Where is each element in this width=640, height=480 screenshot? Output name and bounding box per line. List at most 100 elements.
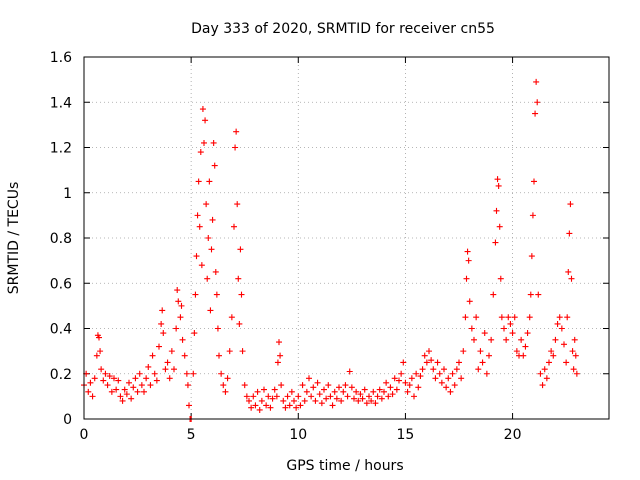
data-point xyxy=(158,320,165,327)
data-point xyxy=(256,406,263,413)
data-point xyxy=(212,268,219,275)
data-point xyxy=(231,223,237,230)
data-point xyxy=(273,393,280,400)
data-point xyxy=(456,359,462,366)
data-point xyxy=(271,386,278,393)
data-point xyxy=(374,393,381,400)
data-point xyxy=(128,395,135,402)
data-point xyxy=(276,339,282,346)
data-point xyxy=(385,393,392,400)
data-point xyxy=(210,139,217,146)
data-point xyxy=(168,348,175,355)
data-point xyxy=(250,393,257,400)
x-axis-label: GPS time / hours xyxy=(286,458,403,474)
data-point xyxy=(481,330,488,337)
data-point xyxy=(204,275,211,282)
data-point xyxy=(258,397,265,404)
data-point xyxy=(447,388,454,395)
data-point xyxy=(522,343,529,350)
data-point xyxy=(329,402,336,409)
y-tick-label: 0 xyxy=(63,412,72,428)
data-point xyxy=(85,388,92,395)
data-point xyxy=(404,388,411,395)
x-tick-label: 5 xyxy=(187,427,196,443)
data-point xyxy=(391,375,398,382)
data-point xyxy=(462,314,469,321)
data-point xyxy=(488,336,495,343)
data-point xyxy=(301,397,308,404)
data-point xyxy=(511,314,518,321)
data-point xyxy=(430,366,437,373)
data-point xyxy=(573,370,580,377)
data-point xyxy=(513,348,520,355)
data-point xyxy=(338,397,345,404)
data-point xyxy=(451,382,458,389)
data-point xyxy=(411,393,417,400)
data-point xyxy=(160,330,167,337)
data-point xyxy=(490,291,497,298)
data-point xyxy=(111,375,117,382)
data-point xyxy=(359,395,366,402)
data-point xyxy=(209,216,216,223)
data-point xyxy=(280,397,287,404)
data-point xyxy=(239,348,246,355)
data-point xyxy=(460,348,467,355)
data-point xyxy=(475,366,482,373)
data-point xyxy=(568,275,575,282)
data-point xyxy=(224,375,231,382)
x-tick-label: 20 xyxy=(504,427,522,443)
data-point xyxy=(278,382,285,389)
data-point xyxy=(419,366,426,373)
y-tick-labels: 0 0.2 0.4 0.6 0.8 1 1.2 1.4 1.6 xyxy=(50,50,72,428)
data-point xyxy=(543,375,550,382)
data-point xyxy=(389,391,396,398)
y-tick-label: 0.4 xyxy=(50,322,72,338)
data-point xyxy=(565,268,572,275)
data-point xyxy=(501,325,507,332)
data-point xyxy=(453,366,460,373)
data-point xyxy=(376,386,383,393)
data-point xyxy=(198,262,205,269)
data-point xyxy=(428,357,435,364)
data-point xyxy=(327,393,334,400)
data-point xyxy=(449,370,456,377)
data-point xyxy=(531,178,537,185)
data-point xyxy=(147,382,154,389)
data-point xyxy=(370,388,377,395)
data-point xyxy=(527,291,534,298)
data-point xyxy=(413,370,420,377)
data-point xyxy=(558,325,565,332)
data-point xyxy=(178,302,185,309)
data-point xyxy=(265,393,272,400)
data-point xyxy=(134,388,141,395)
data-point xyxy=(248,404,255,411)
data-point xyxy=(569,348,576,355)
data-point xyxy=(537,370,544,377)
y-tick-label: 1.2 xyxy=(50,141,72,157)
data-point xyxy=(571,336,578,343)
data-point xyxy=(206,178,213,185)
data-point xyxy=(288,388,295,395)
data-point xyxy=(115,377,122,384)
data-point xyxy=(162,366,169,373)
data-point xyxy=(143,375,150,382)
data-point xyxy=(336,384,342,391)
data-point xyxy=(441,366,447,373)
data-point xyxy=(477,348,484,355)
data-point xyxy=(89,393,96,400)
data-point xyxy=(181,352,188,359)
data-point xyxy=(199,106,206,113)
data-point xyxy=(184,382,191,389)
data-point xyxy=(237,246,244,253)
y-tick-label: 0.8 xyxy=(50,231,72,247)
data-point xyxy=(550,352,557,359)
data-point xyxy=(104,382,111,389)
data-point xyxy=(398,370,405,377)
data-point xyxy=(342,382,349,389)
data-point xyxy=(308,393,315,400)
data-point xyxy=(226,348,233,355)
data-point xyxy=(121,386,128,393)
data-point xyxy=(353,388,360,395)
data-point xyxy=(136,370,143,377)
data-point xyxy=(434,359,441,366)
